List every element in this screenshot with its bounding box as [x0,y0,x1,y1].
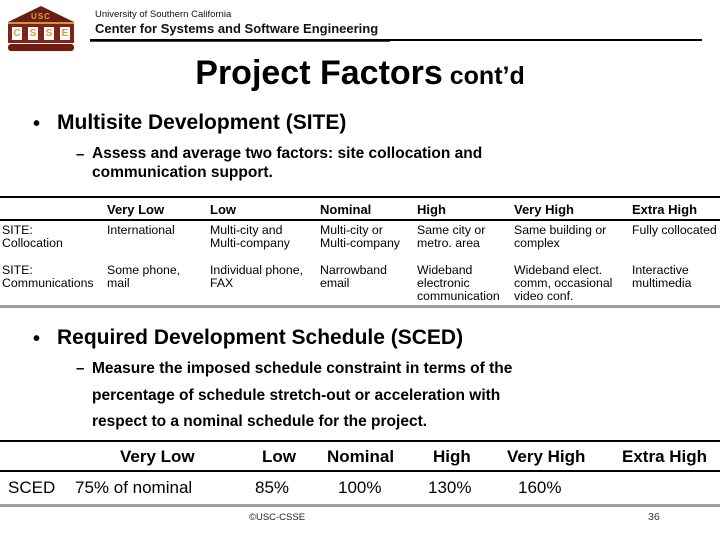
logo-letter-s2: S [42,25,56,42]
sced-header-nominal: Nominal [327,447,395,466]
logo-columns-icon: C S S E [8,24,74,43]
row-label: SITE: Collocation [2,223,63,250]
org-name-line1: University of Southern California [95,9,232,20]
footer-page-number: 36 [648,511,660,523]
bullet-icon: • [33,113,41,135]
table-cell: 100% [338,478,382,497]
table-cell: Wideband elect. comm, occasional video c… [514,263,613,303]
table-cell: Wideband electronic communication [417,263,500,303]
table-cell: 160% [518,478,562,497]
bullet-icon: • [33,328,41,350]
header-rule [90,39,702,41]
table-cell: Some phone, mail [107,263,181,290]
logo-pediment-icon: USC [8,6,74,22]
site-factors-table: Very Low Low Nominal High Very High Extr… [0,196,720,308]
footer-copyright: ©USC-CSSE [248,512,306,523]
sced-table: Very Low Low Nominal High Very High Extr… [0,440,720,507]
logo-letter-c: C [10,25,24,42]
page-title: Project Factors cont’d [0,54,720,93]
logo-base [8,44,74,51]
page-title-main: Project Factors [195,54,443,92]
sced-header-very-high: Very High [507,447,586,466]
table-cell: 130% [428,478,472,497]
sced-table-header-rule [0,470,720,472]
dash-icon: – [76,360,85,377]
sced-header-very-low: Very Low [120,447,195,466]
site-header-low: Low [210,202,236,217]
site-table-header-row: Very Low Low Nominal High Very High Extr… [0,198,720,221]
row-label: SITE: Communications [2,263,94,290]
table-cell: Multi-city or Multi-company [320,223,400,250]
sced-header-low: Low [262,447,296,466]
site-header-very-high: Very High [514,202,574,217]
site-table-row-communications: SITE: Communications Some phone, mail In… [0,261,720,305]
table-cell: Interactive multimedia [632,263,692,290]
table-cell: Fully collocated [632,223,717,237]
subbullet-multisite-text: Assess and average two factors: site col… [92,145,483,181]
table-cell: Narrowband email [320,263,387,290]
table-cell: 85% [255,478,290,497]
table-cell: Multi-city and Multi-company [210,223,290,250]
table-cell: Individual phone, FAX [210,263,303,290]
usc-csse-logo: USC C S S E [8,6,74,56]
subbullet-sced-text: Measure the imposed schedule constraint … [92,360,513,431]
table-cell: 75% of nominal [75,478,193,497]
table-cell: International [107,223,175,237]
site-header-nominal: Nominal [320,202,372,217]
page-title-suffix: cont’d [442,62,525,90]
dash-icon: – [76,146,85,163]
logo-letter-s1: S [26,25,40,42]
site-table-bottom-rule [0,305,720,308]
bullet-multisite-label: Multisite Development (SITE) [57,111,347,134]
logo-architrave [8,22,74,24]
sced-table-bottom-rule [0,504,720,507]
site-table-row-collocation: SITE: Collocation International Multi-ci… [0,221,720,261]
header-rule-shadow [90,41,390,42]
logo-usc-text: USC [31,12,51,21]
row-label: SCED [8,478,56,497]
sced-header-extra-high: Extra High [622,447,708,466]
table-cell: Same city or metro. area [417,223,486,250]
site-header-high: High [417,202,446,217]
table-cell: Same building or complex [514,223,607,250]
sced-header-high: High [433,447,471,466]
logo-letter-e: E [58,25,72,42]
site-header-blank [0,198,105,219]
site-header-very-low: Very Low [107,202,165,217]
site-header-extra-high: Extra High [632,202,698,217]
bullet-sced-label: Required Development Schedule (SCED) [57,326,464,349]
org-name-line2: Center for Systems and Software Engineer… [95,21,379,36]
